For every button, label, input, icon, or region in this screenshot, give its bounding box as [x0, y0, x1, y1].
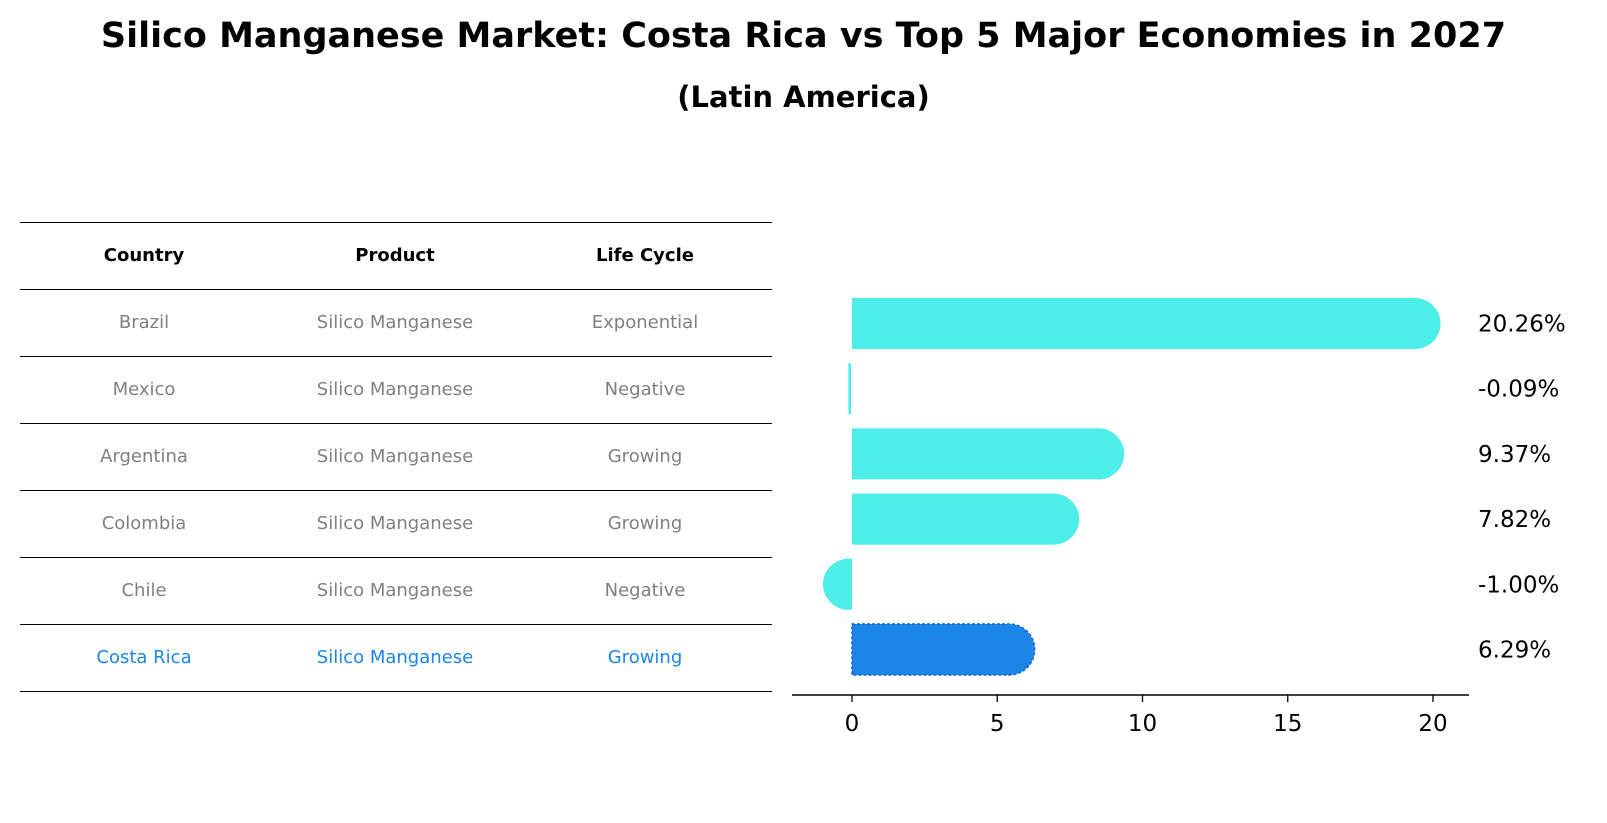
bar-mexico [848, 363, 851, 415]
country-cell: Argentina [100, 446, 188, 467]
table-row: Argentina Silico Manganese Growing [20, 423, 772, 490]
life-cycle-cell: Growing [607, 513, 683, 534]
header-life-cycle: Life Cycle [596, 245, 694, 266]
life-cycle-cell: Growing [607, 446, 683, 467]
life-cycle-cell: Negative [604, 379, 686, 400]
table-row: Chile Silico Manganese Negative [20, 557, 772, 624]
product-cell: Silico Manganese [316, 312, 474, 333]
data-table: Country Product Life Cycle Brazil Silico… [20, 222, 772, 692]
x-tick-label: 0 [845, 711, 860, 737]
product-cell: Silico Manganese [316, 580, 474, 601]
life-cycle-cell: Growing [607, 647, 683, 668]
x-tick-label: 20 [1418, 711, 1447, 737]
x-tick-label: 5 [990, 711, 1005, 737]
table-row: Mexico Silico Manganese Negative [20, 356, 772, 423]
product-cell: Silico Manganese [316, 647, 474, 668]
bar-value-label: 9.37% [1478, 442, 1551, 468]
bar-value-label: 20.26% [1478, 312, 1566, 338]
bar-argentina [852, 428, 1125, 480]
country-cell: Colombia [101, 513, 187, 534]
table-header-row: Country Product Life Cycle [20, 222, 772, 289]
country-cell: Mexico [112, 379, 176, 400]
bar-highlight-outline [851, 623, 1036, 676]
life-cycle-cell: Exponential [591, 312, 699, 333]
bar-value-label: -0.09% [1478, 377, 1559, 403]
bar-costa-rica [852, 624, 1035, 675]
header-product: Product [355, 245, 435, 266]
bar-brazil [852, 298, 1441, 349]
header-country: Country [103, 245, 185, 266]
bar-value-label: -1.00% [1478, 572, 1559, 598]
table-row-highlight: Costa Rica Silico Manganese Growing [20, 624, 772, 692]
bar-colombia [852, 493, 1080, 545]
x-tick-label: 15 [1273, 711, 1302, 737]
table-row: Brazil Silico Manganese Exponential [20, 289, 772, 356]
country-cell: Chile [121, 580, 167, 601]
chart-subtitle: (Latin America) [677, 80, 930, 114]
bar-value-label: 7.82% [1478, 507, 1551, 533]
life-cycle-cell: Negative [604, 580, 686, 601]
table-row: Colombia Silico Manganese Growing [20, 490, 772, 557]
bar-value-label: 6.29% [1478, 638, 1551, 664]
x-tick-label: 10 [1128, 711, 1157, 737]
bar-chile [822, 558, 852, 610]
country-cell: Costa Rica [96, 647, 192, 668]
country-cell: Brazil [118, 312, 170, 333]
product-cell: Silico Manganese [316, 379, 474, 400]
chart-title: Silico Manganese Market: Costa Rica vs T… [100, 16, 1507, 56]
product-cell: Silico Manganese [316, 513, 474, 534]
product-cell: Silico Manganese [316, 446, 474, 467]
